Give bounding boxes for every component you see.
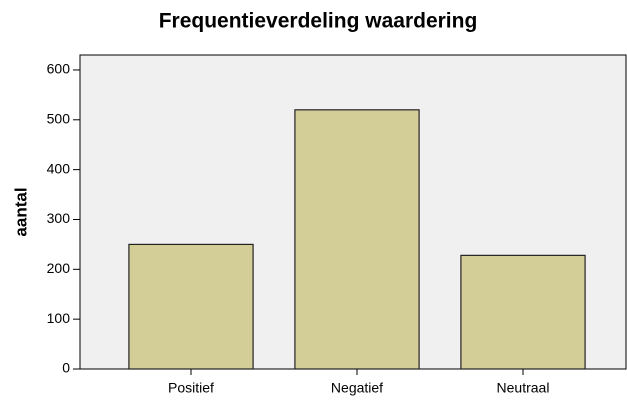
y-tick-label: 200	[47, 260, 71, 276]
y-tick-label: 400	[47, 160, 71, 176]
chart-title: Frequentieverdeling waardering	[159, 10, 478, 33]
y-tick-label: 600	[47, 61, 71, 77]
bar	[460, 254, 586, 370]
bar	[294, 109, 420, 370]
bar	[128, 243, 254, 370]
x-tick-label: Neutraal	[497, 380, 550, 396]
y-tick-label: 500	[47, 110, 71, 126]
y-tick-label: 0	[62, 360, 70, 376]
y-axis-label: aantal	[11, 187, 30, 236]
y-tick-label: 300	[47, 210, 71, 226]
y-tick-label: 100	[47, 310, 71, 326]
x-tick-label: Negatief	[331, 380, 383, 396]
x-tick-label: Positief	[168, 380, 214, 396]
